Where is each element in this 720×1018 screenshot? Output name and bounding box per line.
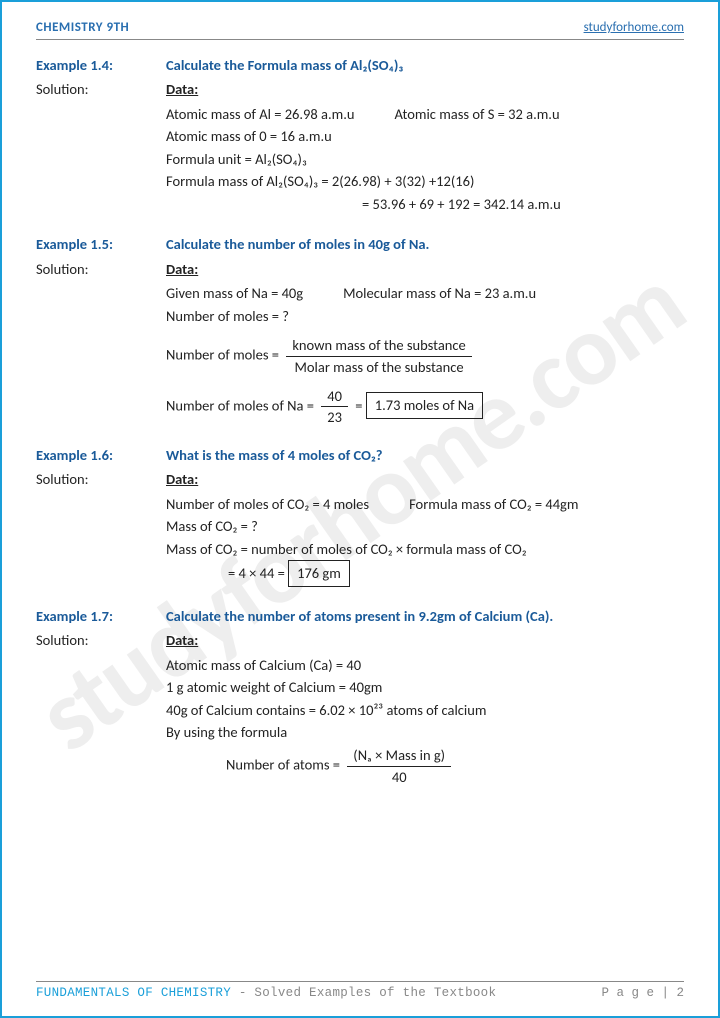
page-sep: | [661,986,676,1000]
data-text: Given mass of Na = 40g [166,282,303,304]
data-line: Atomic mass of Calcium (Ca) = 40 [36,654,684,676]
data-line: Mass of CO₂ = ? [36,515,684,537]
fraction: known mass of the substance Molar mass o… [286,337,471,375]
footer-subtitle: - Solved Examples of the Textbook [231,986,496,1000]
footer-chapter: FUNDAMENTALS OF CHEMISTRY [36,986,231,1000]
data-text: Molecular mass of Na = 23 a.m.u [343,282,536,304]
boxed-answer: 176 gm [288,560,350,586]
page-footer: FUNDAMENTALS OF CHEMISTRY - Solved Examp… [36,981,684,1000]
fraction-denominator: Molar mass of the substance [286,357,471,376]
calc-line: Number of moles of Na = 40 23 = 1.73 mol… [36,388,684,426]
data-line: Given mass of Na = 40g Molecular mass of… [36,282,684,304]
data-text: Atomic mass of Al = 26.98 a.m.u [166,103,355,125]
calc-lhs: Number of moles of Na = [166,396,317,414]
data-heading: Data: [166,80,198,98]
solution-row: Solution: Data: [36,468,684,490]
data-heading: Data: [166,260,198,278]
solution-row: Solution: Data: [36,629,684,651]
example-title: Calculate the number of atoms present in… [166,605,684,627]
example-title: Calculate the Formula mass of Al₂(SO₄)₃ [166,54,684,76]
page-number: 2 [676,986,684,1000]
document-page: studyforhome.com CHEMISTRY 9TH studyforh… [0,0,720,1018]
equals: = [355,396,366,414]
boxed-answer: 1.73 moles of Na [366,392,483,418]
fraction-numerator: (Nₐ × Mass in g) [347,747,451,767]
page-label: P a g e [601,986,661,1000]
fraction-denominator: 23 [321,407,348,426]
solution-label: Solution: [36,258,166,280]
calc-line: Mass of CO₂ = number of moles of CO₂ × f… [36,538,684,560]
example-heading: Example 1.5: Calculate the number of mol… [36,233,684,255]
solution-label: Solution: [36,468,166,490]
example-label: Example 1.7: [36,605,166,627]
solution-row: Solution: Data: [36,258,684,280]
solution-label: Solution: [36,78,166,100]
calc-pre: = 4 × 44 = [228,564,288,582]
formula-lhs: Number of moles = [166,346,282,364]
header-site-link[interactable]: studyforhome.com [584,20,684,35]
data-line: 1 g atomic weight of Calcium = 40gm [36,676,684,698]
example-heading: Example 1.4: Calculate the Formula mass … [36,54,684,76]
calc-result: = 4 × 44 = 176 gm [36,560,684,586]
calc-result: = 53.96 + 69 + 192 = 342.14 a.m.u [36,193,684,215]
data-text: Number of moles of CO₂ = 4 moles [166,493,369,515]
example-title: Calculate the number of moles in 40g of … [166,233,684,255]
data-line: Number of moles = ? [36,305,684,327]
header-subject: CHEMISTRY 9TH [36,20,129,35]
fraction-numerator: known mass of the substance [286,337,471,357]
example-title: What is the mass of 4 moles of CO₂? [166,444,684,466]
fraction-denominator: 40 [347,767,451,786]
data-line: Atomic mass of Al = 26.98 a.m.u Atomic m… [36,103,684,125]
calc-line: Formula mass of Al₂(SO₄)₃ = 2(26.98) + 3… [36,170,684,192]
page-header: CHEMISTRY 9TH studyforhome.com [36,20,684,40]
data-text: Atomic mass of S = 32 a.m.u [395,103,560,125]
data-heading: Data: [166,631,198,649]
example-label: Example 1.5: [36,233,166,255]
fraction: 40 23 [321,388,348,426]
data-line: Formula unit = Al₂(SO₄)₃ [36,148,684,170]
page-content: Example 1.4: Calculate the Formula mass … [36,54,684,786]
data-line: By using the formula [36,721,684,743]
formula-line: Number of atoms = (Nₐ × Mass in g) 40 [36,747,684,785]
footer-page: P a g e | 2 [601,986,684,1000]
data-line: Atomic mass of 0 = 16 a.m.u [36,125,684,147]
data-heading: Data: [166,470,198,488]
formula-lhs: Number of atoms = [226,756,343,774]
data-text: Formula mass of CO₂ = 44gm [409,493,578,515]
footer-left: FUNDAMENTALS OF CHEMISTRY - Solved Examp… [36,986,496,1000]
solution-row: Solution: Data: [36,78,684,100]
solution-label: Solution: [36,629,166,651]
formula-line: Number of moles = known mass of the subs… [36,337,684,375]
example-heading: Example 1.6: What is the mass of 4 moles… [36,444,684,466]
example-label: Example 1.6: [36,444,166,466]
data-line: Number of moles of CO₂ = 4 moles Formula… [36,493,684,515]
example-label: Example 1.4: [36,54,166,76]
example-heading: Example 1.7: Calculate the number of ato… [36,605,684,627]
data-line: 40g of Calcium contains = 6.02 × 10²³ at… [36,699,684,721]
fraction: (Nₐ × Mass in g) 40 [347,747,451,785]
fraction-numerator: 40 [321,388,348,408]
